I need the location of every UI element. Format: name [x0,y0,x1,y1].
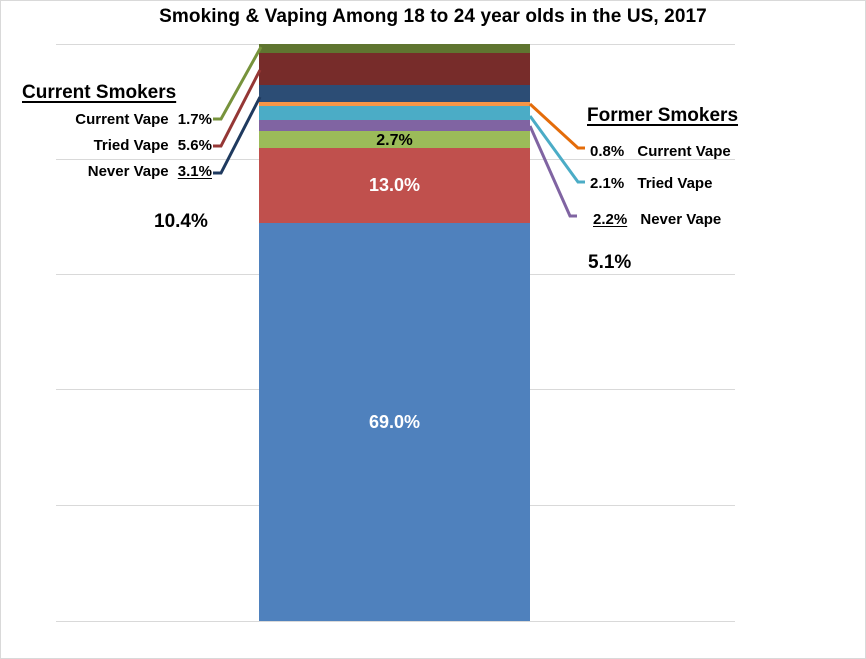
former-smokers-never-vape-value: 2.2% [593,211,628,228]
current-smokers-total: 10.4% [154,211,208,232]
current-smokers-tried-vape-label: Tried Vape [93,137,169,154]
segment-former-tried-vape [259,106,530,120]
current-smokers-never-vape-value: 3.1% [177,163,212,180]
former-smokers-total: 5.1% [588,252,632,273]
current-smokers-never-vape: Never Vape 3.1% [88,163,212,180]
current-smokers-never-vape-label: Never Vape [87,163,169,180]
segment-label-tried-smoking: 13.0% [368,175,421,195]
chart-title: Smoking & Vaping Among 18 to 24 year old… [159,6,707,27]
former-smokers-never-vape-label: Never Vape [640,211,722,228]
leader-current-tried-vape [213,69,262,148]
leader-former-never-vape [528,125,577,218]
segment-current-current-vape [259,44,530,53]
former-smokers-current-vape-label: Current Vape [637,143,731,160]
current-smokers-current-vape: Current Vape 1.7% [75,111,212,128]
segment-current-tried-vape [259,53,530,85]
segment-label-other: 2.7% [376,131,413,149]
segment-current-never-vape [259,85,530,102]
segment-former-never-vape [259,120,530,131]
former-smokers-current-vape: 0.8% Current Vape [590,143,731,160]
former-smokers-never-vape: 2.2% Never Vape [593,211,721,228]
current-smokers-tried-vape: Tried Vape 5.6% [94,137,212,154]
segment-label-never-smoked: 69.0% [368,411,421,432]
current-smokers-current-vape-value: 1.7% [177,111,212,128]
leader-former-tried-vape [528,115,585,184]
leader-current-current-vape [213,46,263,121]
former-smokers-tried-vape: 2.1% Tried Vape [590,175,712,192]
segment-other: 2.7% [259,131,530,149]
segment-never-smoked: 69.0% [259,223,530,621]
former-smokers-current-vape-value: 0.8% [590,143,625,160]
former-smokers-tried-vape-label: Tried Vape [637,175,713,192]
gridline-0 [56,621,735,622]
former-smokers-tried-vape-value: 2.1% [590,175,625,192]
leader-current-never-vape [213,96,262,175]
segment-tried-smoking: 13.0% [259,148,530,223]
segment-former-current-vape [259,102,530,106]
stacked-bar: 2.7% 13.0% 69.0% [259,0,530,659]
current-smokers-current-vape-label: Current Vape [75,111,169,128]
current-smokers-header: Current Smokers [22,82,177,103]
current-smokers-tried-vape-value: 5.6% [177,137,212,154]
former-smokers-header: Former Smokers [587,105,739,126]
leader-former-current-vape [528,102,585,150]
